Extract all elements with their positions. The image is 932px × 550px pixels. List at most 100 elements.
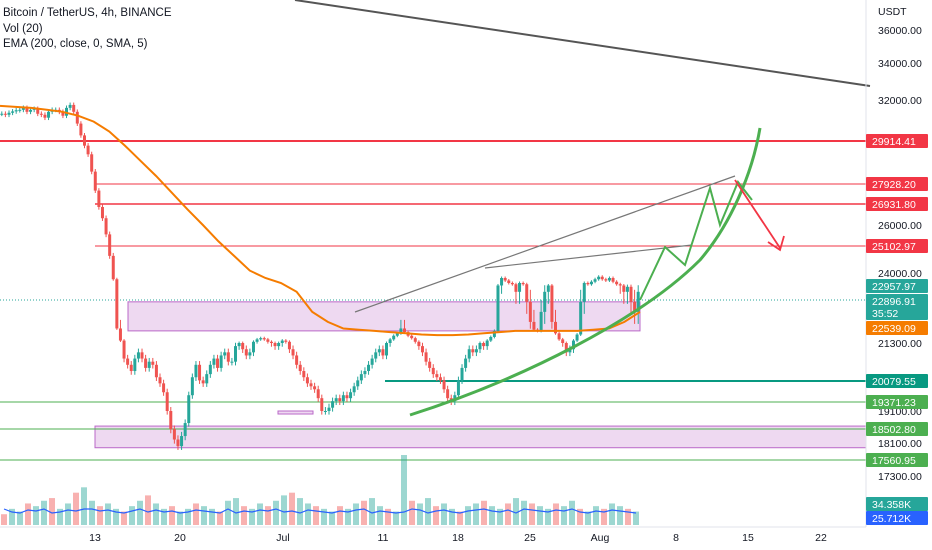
candle-body: [183, 423, 187, 437]
volume-bar: [481, 500, 487, 525]
volume-bar: [489, 506, 495, 525]
volume-bar: [193, 503, 199, 525]
candle-body: [399, 328, 403, 334]
candle-body: [388, 339, 392, 343]
candle-body: [539, 311, 543, 331]
y-tick-label: 18100.00: [878, 438, 922, 450]
price-tag-label: 26931.80: [872, 199, 916, 211]
candle-body: [615, 281, 619, 285]
y-tick-label: 34000.00: [878, 58, 922, 70]
candle-body: [629, 286, 633, 302]
price-tag-label: 20079.55: [872, 376, 916, 388]
volume-bar: [225, 500, 231, 525]
price-tag-bg: [866, 279, 928, 293]
candle-body: [341, 395, 345, 402]
candle-body: [133, 358, 137, 372]
candle-body: [428, 361, 432, 368]
candle-body: [586, 282, 590, 285]
volume-bar: [561, 506, 567, 525]
volume-bar: [153, 503, 159, 525]
candle-body: [111, 255, 115, 280]
y-tick-label: 36000.00: [878, 25, 922, 37]
x-tick-label: Jul: [276, 532, 289, 544]
candle-body: [158, 377, 162, 384]
price-tag-bg: [866, 395, 928, 409]
candle-body: [402, 328, 406, 333]
volume-bar: [609, 503, 615, 525]
price-tag-label: 25102.97: [872, 241, 916, 253]
candle-body: [575, 334, 579, 341]
zone-layer: [94, 301, 867, 449]
volume-bar: [601, 508, 607, 525]
volume-bar: [73, 492, 79, 525]
price-tag-bg: [866, 294, 928, 320]
price-tag-bg: [866, 453, 928, 467]
candle-body: [291, 349, 295, 356]
volume-bar: [313, 506, 319, 525]
candle-body: [36, 108, 40, 114]
candle-body: [162, 383, 166, 393]
candle-body: [115, 279, 119, 329]
volume-bar: [49, 498, 55, 525]
candle-body: [262, 338, 266, 340]
price-tag-label: 17560.95: [872, 455, 916, 467]
candle-body: [636, 291, 640, 312]
candle-body: [489, 336, 493, 341]
candle-body: [435, 374, 439, 378]
candle-body: [521, 282, 525, 285]
price-tag-bg: [866, 321, 928, 335]
candle-body: [482, 343, 486, 347]
volume-bar: [89, 500, 95, 525]
volume-bar: [129, 506, 135, 525]
candle-body: [478, 343, 482, 350]
candle-body: [607, 277, 611, 281]
candle-body: [557, 333, 561, 340]
price-tag-bg: [866, 134, 928, 148]
candle-body: [29, 109, 33, 112]
candle-body: [302, 371, 306, 378]
candle-body: [474, 349, 478, 353]
chart-legend: Bitcoin / TetherUS, 4h, BINANCE Vol (20)…: [3, 6, 172, 53]
volume-bar: [449, 508, 455, 525]
candle-body: [471, 349, 475, 353]
candle-body: [392, 335, 396, 340]
candle-body: [514, 284, 518, 292]
price-tag: 27928.20: [866, 177, 928, 191]
candle-body: [367, 364, 371, 372]
candle-body: [370, 358, 374, 365]
candle-body: [151, 361, 155, 365]
price-tag-bg: [866, 197, 928, 211]
price-tag-bg: [866, 177, 928, 191]
volume-bar: [249, 508, 255, 525]
volume-bar: [361, 500, 367, 525]
candle-body: [377, 349, 381, 353]
volume-bar: [345, 508, 351, 525]
candle-body: [187, 395, 191, 424]
x-tick-label: Aug: [591, 532, 610, 544]
candle-body: [205, 374, 209, 384]
candle-body: [413, 338, 417, 342]
candle-body: [582, 282, 586, 302]
legend-volume[interactable]: Vol (20): [3, 22, 43, 35]
price-tag: 17560.95: [866, 453, 928, 467]
candle-body: [194, 364, 198, 378]
candle-body: [61, 111, 65, 116]
candle-body: [14, 110, 18, 112]
candle-body: [0, 113, 4, 115]
price-tag: 26931.80: [866, 197, 928, 211]
price-tag-label: 22957.97: [872, 281, 916, 293]
candle-body: [338, 398, 342, 402]
legend-ema[interactable]: EMA (200, close, 0, SMA, 5): [3, 38, 148, 50]
volume-bar: [409, 500, 415, 525]
candle-body: [528, 301, 532, 322]
price-tag-bg: [866, 239, 928, 253]
volume-bar: [281, 495, 287, 525]
volume-bar: [97, 506, 103, 525]
candle-body: [510, 282, 514, 285]
volume-bar: [513, 498, 519, 525]
candle-body: [525, 284, 529, 302]
candle-body: [68, 104, 72, 108]
legend-symbol[interactable]: Bitcoin / TetherUS, 4h, BINANCE: [3, 7, 172, 19]
candle-body: [287, 341, 291, 350]
